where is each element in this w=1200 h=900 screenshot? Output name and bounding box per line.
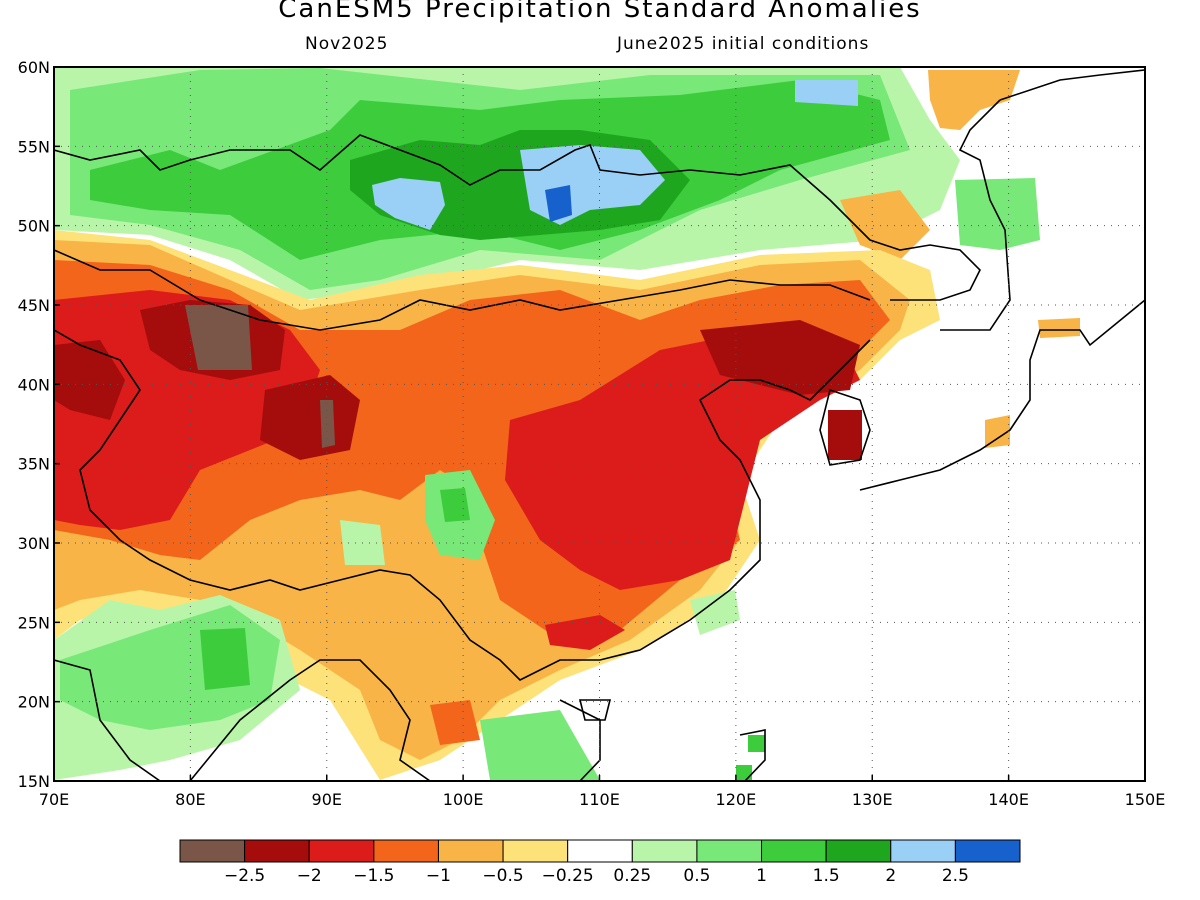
- legend-label: 1: [756, 866, 767, 886]
- gridlines: [54, 67, 1145, 781]
- northeast-orange: [928, 70, 1020, 130]
- legend-label: 0.5: [683, 866, 710, 886]
- legend-label: −1: [426, 866, 451, 886]
- legend-swatch: [567, 839, 633, 863]
- longitude-ticks: 70E 80E 90E 100E 110E 120E 130E 140E 150E: [39, 775, 1166, 809]
- honshu-orange: [985, 415, 1010, 448]
- lon-tick-label: 130E: [852, 790, 893, 809]
- east-dark-red: [700, 320, 860, 395]
- legend-swatch: [890, 839, 956, 863]
- east-coast-green: [690, 590, 740, 635]
- legend-label: −2.5: [224, 866, 265, 886]
- lon-tick-label: 100E: [443, 790, 484, 809]
- lat-tick-label: 20N: [18, 693, 50, 712]
- lon-tick-label: 70E: [39, 790, 69, 809]
- legend-swatch: [502, 839, 569, 863]
- legend-swatch: [631, 839, 698, 863]
- lat-tick-label: 45N: [18, 296, 50, 315]
- legend-label: −2: [297, 866, 322, 886]
- legend-label: −0.25: [542, 866, 594, 886]
- tibet-dark-red: [260, 375, 360, 460]
- west-dark-red-2: [54, 340, 125, 420]
- india-green: [200, 628, 250, 690]
- korea-dark-red: [828, 410, 862, 460]
- lat-tick-label: 25N: [18, 613, 50, 632]
- lat-tick-label: 40N: [18, 375, 50, 394]
- forecast-month: Nov2025: [305, 34, 389, 54]
- legend-label: 1.5: [813, 866, 840, 886]
- baikal-deep-blue: [545, 185, 572, 222]
- lat-tick-label: 30N: [18, 534, 50, 553]
- south-red: [545, 615, 625, 650]
- lon-tick-label: 80E: [175, 790, 205, 809]
- lat-tick-label: 50N: [18, 217, 50, 236]
- indochina-green: [480, 710, 600, 780]
- legend-swatch: [954, 839, 1021, 863]
- lon-tick-label: 110E: [579, 790, 620, 809]
- legend-swatch: [373, 839, 439, 863]
- legend-swatch: [179, 839, 246, 863]
- latitude-ticks: 60N 55N 50N 45N 40N 35N 30N 25N 20N 15N: [18, 58, 60, 791]
- legend-label: 0.25: [613, 866, 651, 886]
- northeast-blue: [795, 80, 858, 106]
- brown-small: [320, 400, 335, 448]
- lat-tick-label: 60N: [18, 58, 50, 77]
- japan-orange: [1038, 318, 1080, 338]
- color-legend: −2.5 −2 −1.5 −1 −0.5 −0.25 0.25 0.5 1 1.5 2 2.5: [179, 839, 1021, 886]
- legend-label: −1.5: [353, 866, 394, 886]
- lat-tick-label: 15N: [18, 772, 50, 791]
- legend-label: −0.5: [482, 866, 523, 886]
- east-red: [505, 330, 860, 590]
- legend-swatch: [825, 839, 892, 863]
- taiwan-green-2: [736, 765, 752, 781]
- taiwan-green: [748, 735, 765, 752]
- legend-swatch: [437, 839, 504, 863]
- chart-title: CanESM5 Precipitation Standard Anomalies: [278, 0, 922, 24]
- initial-conditions: June2025 initial conditions: [617, 34, 870, 54]
- brown-core: [185, 305, 252, 370]
- legend-swatch: [696, 839, 763, 863]
- lon-tick-label: 90E: [312, 790, 342, 809]
- manchuria-orange: [840, 190, 930, 260]
- legend-swatch: [761, 839, 827, 863]
- legend-label: 2: [885, 866, 896, 886]
- south-orange: [430, 700, 480, 745]
- lon-tick-label: 140E: [988, 790, 1029, 809]
- lat-tick-label: 35N: [18, 455, 50, 474]
- legend-swatch: [244, 839, 310, 863]
- lon-tick-label: 120E: [716, 790, 757, 809]
- tibet-green-core: [440, 488, 470, 522]
- lat-tick-label: 55N: [18, 137, 50, 156]
- baikal-blue: [372, 178, 445, 230]
- lon-tick-label: 150E: [1125, 790, 1166, 809]
- legend-swatch: [308, 839, 375, 863]
- legend-label: 2.5: [942, 866, 969, 886]
